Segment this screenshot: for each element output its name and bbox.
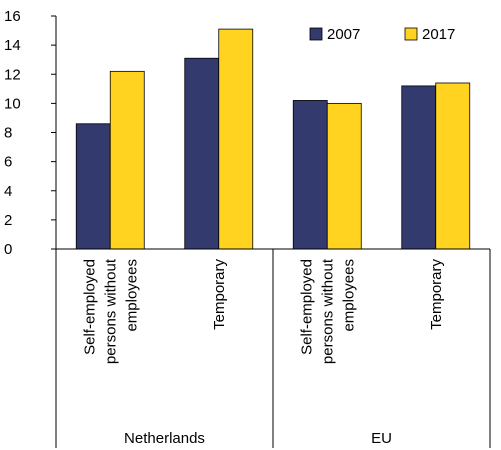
bar-2007-2 xyxy=(292,100,328,250)
x-category-line: Temporary xyxy=(428,259,445,330)
x-category-line: persons without xyxy=(102,258,119,364)
legend-swatch-2007 xyxy=(309,27,323,41)
y-axis: 0 2 4 6 8 10 12 14 16 xyxy=(4,8,57,448)
y-tick-label: 0 xyxy=(4,241,12,258)
legend-label: 2017 xyxy=(422,26,455,43)
x-category-label: Self-employed persons without employees xyxy=(81,258,140,364)
y-tick-label: 10 xyxy=(4,95,21,112)
bar-2007-3 xyxy=(401,85,437,250)
bars xyxy=(75,28,471,250)
bar-2017-1 xyxy=(218,28,254,250)
legend-swatch-2017 xyxy=(404,27,418,41)
x-category-label: Temporary xyxy=(211,259,228,330)
bar-2007-1 xyxy=(184,57,220,250)
group-label: Netherlands xyxy=(124,430,205,447)
group-label: EU xyxy=(371,430,392,447)
x-category-line: Self-employed xyxy=(81,259,98,355)
y-tick-label: 14 xyxy=(4,37,21,54)
x-category-line: Temporary xyxy=(211,259,228,330)
legend: 2007 2017 xyxy=(309,26,455,43)
bar-2017-2 xyxy=(326,102,362,250)
bar-2017-3 xyxy=(435,82,471,250)
y-tick-label: 2 xyxy=(4,212,12,229)
x-category-label: Self-employed persons without employees xyxy=(298,258,357,364)
y-tick-label: 12 xyxy=(4,66,21,83)
x-category-label: Temporary xyxy=(428,259,445,330)
x-category-line: employees xyxy=(340,259,357,332)
x-category-line: persons without xyxy=(319,258,336,364)
x-category-line: employees xyxy=(123,259,140,332)
y-tick-label: 16 xyxy=(4,8,21,25)
bar-2007-0 xyxy=(75,123,111,250)
legend-label: 2007 xyxy=(327,26,360,43)
x-axis: Self-employed persons without employees Tem… xyxy=(56,248,491,448)
y-tick-label: 6 xyxy=(4,154,12,171)
y-tick-label: 4 xyxy=(4,183,12,200)
y-tick-label: 8 xyxy=(4,125,12,142)
bar-2017-0 xyxy=(109,70,145,250)
x-category-line: Self-employed xyxy=(298,259,315,355)
